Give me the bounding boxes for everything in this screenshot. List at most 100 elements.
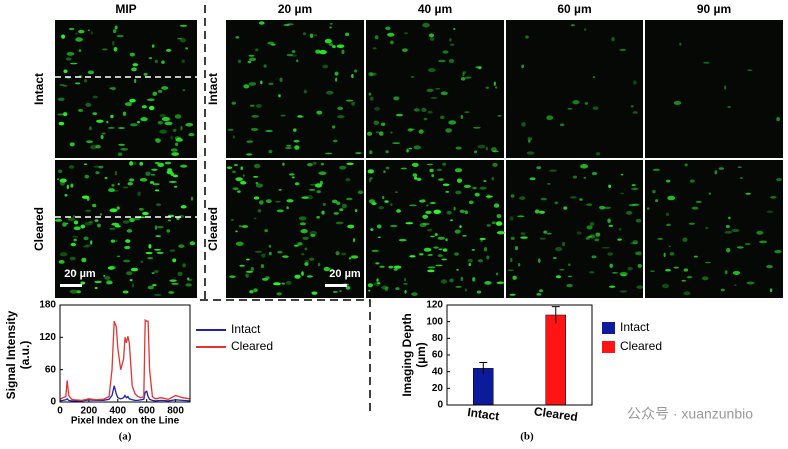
cell bbox=[390, 224, 398, 228]
cell bbox=[468, 200, 474, 205]
cell bbox=[341, 203, 347, 209]
cell bbox=[693, 255, 698, 258]
cell bbox=[261, 253, 266, 258]
cell bbox=[65, 57, 72, 61]
cell bbox=[137, 120, 140, 124]
cell bbox=[396, 209, 401, 213]
cell bbox=[59, 84, 65, 87]
cell bbox=[85, 209, 92, 212]
legend-label: Intact bbox=[620, 320, 650, 334]
cell bbox=[601, 246, 610, 249]
cell bbox=[72, 235, 79, 238]
cell bbox=[248, 82, 257, 86]
cell bbox=[609, 263, 613, 268]
cell bbox=[157, 89, 163, 93]
cell bbox=[486, 255, 490, 260]
cell bbox=[416, 177, 422, 182]
cell bbox=[732, 270, 741, 276]
cell bbox=[180, 125, 183, 131]
cell bbox=[661, 283, 670, 289]
cell bbox=[125, 239, 131, 243]
cell bbox=[477, 259, 484, 263]
cell bbox=[300, 253, 305, 256]
cell bbox=[320, 162, 324, 166]
cell bbox=[583, 176, 587, 179]
cell bbox=[312, 161, 317, 165]
cell bbox=[385, 166, 390, 170]
cell bbox=[304, 247, 308, 251]
cell bbox=[496, 213, 502, 219]
cell bbox=[66, 184, 69, 190]
cell bbox=[54, 218, 63, 222]
cell bbox=[379, 265, 385, 268]
cell bbox=[774, 249, 782, 254]
cell bbox=[585, 236, 590, 240]
cell bbox=[107, 126, 115, 129]
cell bbox=[683, 291, 691, 296]
cell bbox=[572, 99, 580, 105]
cell bbox=[418, 129, 424, 134]
cell bbox=[776, 177, 783, 182]
cell bbox=[253, 288, 258, 293]
cell bbox=[75, 37, 83, 42]
cell bbox=[240, 180, 247, 185]
cell bbox=[137, 191, 141, 197]
cell bbox=[255, 183, 264, 188]
cell bbox=[143, 72, 148, 76]
cell bbox=[515, 245, 519, 251]
cell bbox=[419, 199, 426, 203]
cell bbox=[496, 281, 505, 285]
cell bbox=[490, 147, 497, 152]
cell bbox=[96, 119, 104, 123]
cell bbox=[486, 224, 492, 227]
cell bbox=[180, 205, 187, 209]
cell bbox=[101, 132, 106, 135]
cell bbox=[449, 38, 452, 42]
cell bbox=[620, 173, 624, 176]
cell bbox=[528, 139, 531, 143]
cell bbox=[63, 69, 68, 74]
cell bbox=[299, 222, 306, 226]
cell bbox=[131, 67, 137, 72]
cell bbox=[346, 197, 353, 201]
cell bbox=[126, 271, 133, 276]
cell bbox=[586, 203, 593, 207]
cell bbox=[189, 241, 196, 246]
scale-bar bbox=[325, 284, 347, 287]
cell bbox=[92, 95, 98, 99]
cell bbox=[157, 162, 165, 168]
cell bbox=[546, 115, 554, 121]
cell bbox=[258, 200, 264, 205]
cell bbox=[495, 86, 498, 89]
cell bbox=[253, 217, 257, 220]
cell bbox=[168, 291, 175, 294]
cell bbox=[427, 266, 436, 269]
cell bbox=[351, 74, 354, 79]
cell bbox=[138, 207, 144, 211]
cell bbox=[393, 265, 402, 269]
cell bbox=[404, 289, 407, 294]
cell bbox=[385, 26, 391, 31]
cell bbox=[159, 113, 166, 118]
cell bbox=[587, 235, 593, 238]
cell bbox=[57, 113, 65, 116]
row-label: Cleared bbox=[32, 207, 46, 251]
cell bbox=[409, 128, 415, 131]
cell bbox=[145, 171, 151, 176]
cell bbox=[325, 152, 333, 155]
cell bbox=[185, 47, 189, 50]
cell bbox=[631, 187, 639, 190]
cell bbox=[673, 266, 679, 269]
cell bbox=[520, 232, 526, 235]
cell bbox=[382, 195, 385, 200]
cell bbox=[281, 282, 285, 285]
cell bbox=[401, 48, 408, 52]
cell bbox=[462, 234, 467, 237]
cell bbox=[90, 31, 93, 35]
cell bbox=[263, 64, 267, 68]
cell bbox=[83, 79, 88, 83]
cell bbox=[427, 228, 433, 232]
cell bbox=[245, 258, 250, 261]
y-tick-label: 0 bbox=[437, 400, 443, 411]
cell bbox=[296, 59, 299, 63]
